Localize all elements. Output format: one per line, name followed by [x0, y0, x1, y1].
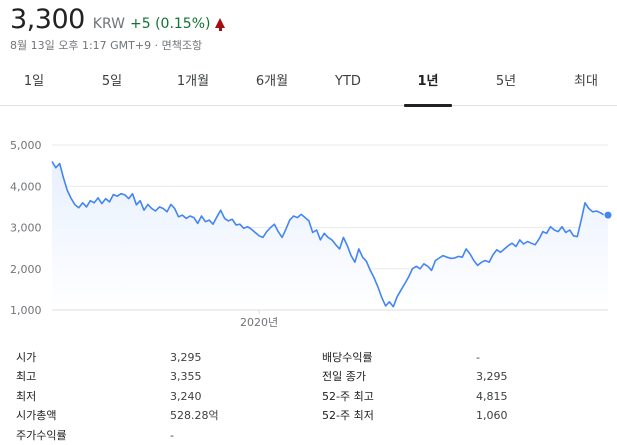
- stat-value: 3,295: [170, 351, 202, 364]
- stat-value: 3,355: [170, 370, 202, 384]
- y-tick-label: 2,000: [10, 263, 42, 276]
- currency-code: KRW: [92, 16, 125, 32]
- tab-1[interactable]: 5일: [101, 74, 123, 89]
- stat-label: 최저: [16, 389, 37, 403]
- range-tabs: 1일 5일 1개월 6개월 YTD 1년 5년 최대: [0, 66, 617, 107]
- current-price-point: [603, 210, 613, 220]
- stat-label: 52-주 최저: [322, 409, 374, 423]
- tab-2[interactable]: 1개월: [176, 74, 210, 89]
- stat-row: 주가수익률 -: [0, 426, 310, 445]
- key-stats: 시가 3,295 최고 3,355 최저 3,240 시가총액 528.28억 주가수익률 - 배당…: [0, 348, 617, 445]
- tab-4[interactable]: YTD: [335, 74, 361, 89]
- stat-row: 시가총액 528.28억: [0, 406, 310, 425]
- price-chart[interactable]: 5,000 4,000 3,000 2,000 1,000 2020년: [0, 110, 617, 340]
- stat-row: 배당수익률 -: [310, 348, 610, 367]
- price-area: [52, 161, 608, 310]
- arrow-up-icon: [210, 15, 226, 31]
- x-tick-label: 2020년: [240, 316, 278, 329]
- stat-label: 주가수익률: [16, 428, 67, 442]
- stat-row: 최고 3,355: [0, 367, 310, 386]
- tab-3[interactable]: 6개월: [255, 74, 289, 89]
- quote-header: 3,300 KRW +5 (0.15%) 8월 13일 오후 1:17 GMT+…: [10, 4, 610, 52]
- stat-row: 52-주 최고 4,815: [310, 387, 610, 406]
- stat-value: 3,240: [170, 389, 202, 403]
- tab-0[interactable]: 1일: [23, 74, 45, 89]
- stat-row: 최저 3,240: [0, 387, 310, 406]
- stat-value: 528.28억: [170, 409, 219, 423]
- stat-row: 시가 3,295: [0, 348, 310, 367]
- y-tick-label: 1,000: [10, 304, 42, 317]
- quote-timestamp: 8월 13일 오후 1:17 GMT+9 · 면책조항: [10, 39, 203, 52]
- tab-6[interactable]: 5년: [495, 74, 517, 89]
- price-line: [51, 161, 608, 308]
- stat-value: 1,060: [476, 409, 508, 423]
- stat-label: 배당수익률: [322, 351, 373, 364]
- stat-label: 시가: [16, 351, 37, 364]
- stat-label: 시가총액: [16, 409, 57, 423]
- stat-value: 4,815: [476, 389, 508, 403]
- y-tick-label: 3,000: [10, 222, 42, 235]
- y-tick-label: 4,000: [10, 180, 42, 193]
- current-price: 3,300: [10, 4, 85, 35]
- stat-label: 52-주 최고: [322, 389, 374, 403]
- stat-row: 전일 종가 3,295: [310, 367, 610, 386]
- tab-7[interactable]: 최대: [574, 74, 598, 89]
- price-change: +5 (0.15%): [129, 16, 211, 32]
- stat-value: -: [476, 351, 480, 364]
- tab-5[interactable]: 1년: [404, 66, 452, 107]
- stat-value: -: [170, 428, 174, 442]
- stat-value: 3,295: [476, 370, 508, 384]
- stat-label: 최고: [16, 370, 37, 384]
- price-chart-svg: 5,000 4,000 3,000 2,000 1,000 2020년: [10, 139, 613, 329]
- stat-row: 52-주 최저 1,060: [310, 406, 610, 425]
- y-tick-label: 5,000: [10, 139, 42, 152]
- price-row: 3,300 KRW +5 (0.15%): [10, 4, 610, 35]
- stat-label: 전일 종가: [322, 370, 366, 384]
